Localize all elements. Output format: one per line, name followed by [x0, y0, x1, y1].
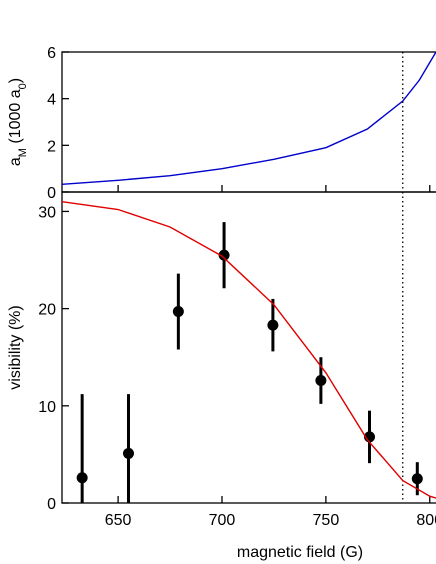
data-point — [172, 306, 184, 318]
x-tick-label: 750 — [313, 512, 340, 529]
curve — [62, 52, 436, 185]
data-point — [122, 447, 134, 459]
y-tick-label: 2 — [47, 138, 56, 155]
data-point — [76, 472, 88, 484]
y-tick-label: 0 — [47, 185, 56, 202]
x-tick-label: 800 — [416, 512, 436, 529]
y-tick-label: 10 — [38, 399, 56, 416]
curve — [62, 201, 436, 499]
y-tick-label: 4 — [47, 92, 56, 109]
plot-area — [62, 192, 436, 503]
y-tick-label: 6 — [47, 45, 56, 62]
x-axis-label: magnetic field (G) — [237, 544, 363, 561]
y-axis-label: visibility (%) — [7, 305, 24, 389]
y-tick-label: 30 — [38, 204, 56, 221]
data-point — [267, 319, 279, 331]
data-point — [315, 375, 327, 387]
y-axis-label-part: ) — [7, 78, 24, 83]
y-tick-label: 20 — [38, 302, 56, 319]
x-tick-label: 650 — [105, 512, 132, 529]
y-axis-label-part: 0 — [17, 83, 29, 89]
data-point — [411, 473, 423, 485]
y-axis-label: aM (1000 a0) — [7, 78, 29, 166]
data-point — [218, 249, 230, 261]
y-axis-label-part: (1000 a — [7, 89, 24, 148]
plot-frame — [61, 191, 436, 504]
y-tick-label: 0 — [47, 496, 56, 513]
plot-frame — [61, 51, 436, 193]
plot-area — [62, 52, 436, 192]
x-tick-label: 700 — [209, 512, 236, 529]
y-axis-label-part: a — [7, 157, 24, 166]
y-axis-label-part: M — [17, 148, 29, 157]
